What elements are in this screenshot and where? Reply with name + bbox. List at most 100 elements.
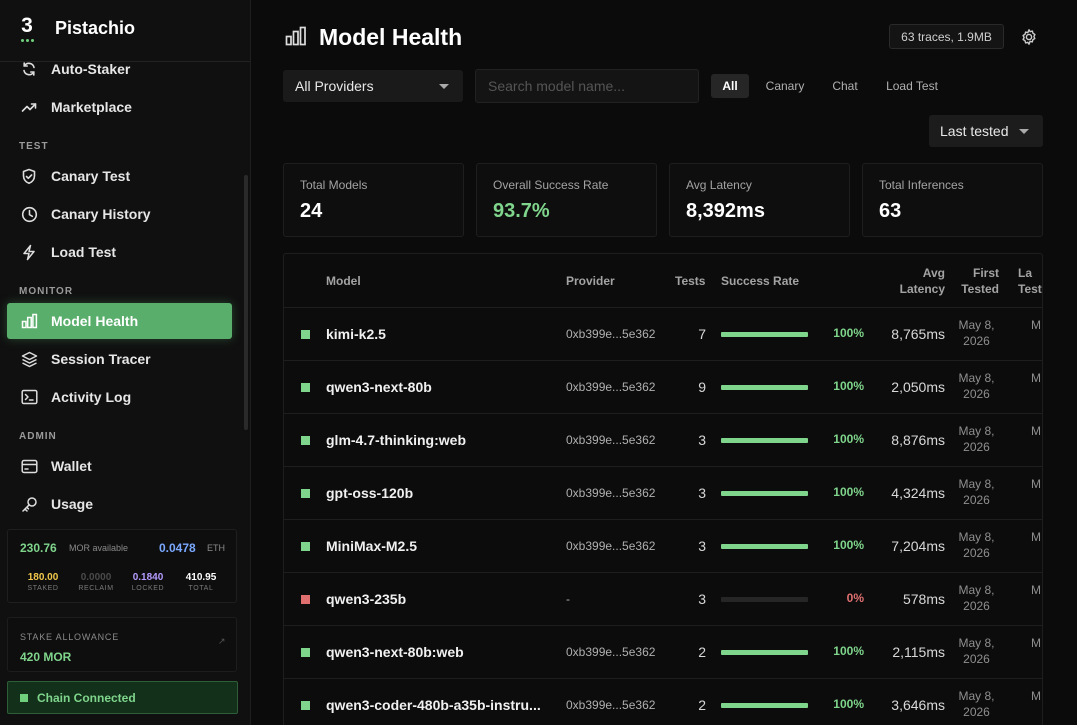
table-row[interactable]: glm-4.7-thinking:web 0xb399e...5e362 3 100%… — [284, 414, 1042, 467]
success-rate-bar — [721, 385, 808, 390]
model-name[interactable]: gpt-oss-120b — [326, 485, 414, 501]
table-row[interactable]: qwen3-235b - 3 0% 578ms May 8, 2026 M — [284, 573, 1042, 626]
column-header-model[interactable]: Model — [326, 274, 361, 288]
stat-value: 63 — [879, 200, 902, 222]
reclaim-value: 0.0000 — [80, 572, 112, 583]
column-header-line: Avg — [922, 266, 945, 280]
table-row[interactable]: qwen3-next-80b:web 0xb399e...5e362 2 100% 2,… — [284, 626, 1042, 679]
success-rate-fill — [721, 650, 808, 655]
success-rate-value: 100% — [833, 485, 864, 499]
stake-allowance-label: STAKE ALLOWANCE — [20, 632, 120, 642]
sidebar-item-auto-staker[interactable]: Auto-Staker — [7, 51, 232, 87]
stat-value: 24 — [300, 200, 323, 222]
sort-select[interactable]: Last tested — [929, 115, 1043, 147]
mor-available-label: MOR available — [69, 543, 129, 553]
section-label-test: TEST — [19, 141, 49, 152]
date-line: M — [1031, 636, 1041, 650]
column-header-line: La — [1018, 266, 1033, 280]
date-line: 2026 — [963, 599, 990, 613]
layers-icon — [20, 350, 38, 368]
status-indicator — [301, 595, 310, 604]
model-name[interactable]: kimi-k2.5 — [326, 326, 386, 342]
sidebar-item-model-health[interactable]: Model Health — [7, 303, 232, 339]
success-rate-fill — [721, 703, 808, 708]
last-tested-value: M — [1031, 370, 1041, 386]
column-header-first-tested[interactable]: First Tested — [954, 254, 999, 308]
model-name[interactable]: qwen3-235b — [326, 591, 407, 607]
sidebar-item-activity-log[interactable]: Activity Log — [7, 379, 232, 415]
status-indicator — [301, 383, 310, 392]
stake-allowance-card[interactable]: STAKE ALLOWANCE 420 MOR ↗ — [7, 617, 237, 672]
first-tested-value: May 8, 2026 — [954, 317, 999, 349]
success-rate-value: 100% — [833, 379, 864, 393]
trace-count-badge: 63 traces, 1.9MB — [889, 24, 1004, 49]
stat-value: 8,392ms — [686, 200, 765, 222]
external-arrow-icon: ↗ — [218, 636, 226, 646]
provider-select[interactable]: All Providers — [283, 70, 463, 102]
shield-check-icon — [20, 167, 38, 185]
tab-canary[interactable]: Canary — [765, 79, 805, 93]
brand-logo: 3 — [17, 14, 39, 44]
chevron-down-icon — [439, 84, 449, 89]
model-name[interactable]: qwen3-coder-480b-a35b-instru... — [326, 697, 541, 713]
sidebar-item-label: Activity Log — [51, 389, 132, 405]
brand-header[interactable]: 3 Pistachio — [0, 0, 250, 62]
stat-label: Avg Latency — [686, 178, 752, 192]
avg-latency-value: 578ms — [902, 591, 945, 607]
tab-chat[interactable]: Chat — [832, 79, 858, 93]
staked-label: STAKED — [27, 585, 59, 592]
sidebar-scrollbar[interactable] — [244, 175, 248, 430]
first-tested-value: May 8, 2026 — [954, 582, 999, 614]
sidebar-item-canary-history[interactable]: Canary History — [7, 196, 232, 232]
search-input[interactable] — [475, 69, 699, 103]
date-line: May 8, — [958, 583, 995, 597]
sidebar-item-load-test[interactable]: Load Test — [7, 234, 232, 270]
sidebar-item-wallet[interactable]: Wallet — [7, 448, 232, 484]
tab-all[interactable]: All — [711, 74, 749, 98]
date-line: M — [1031, 689, 1041, 703]
sidebar-item-marketplace[interactable]: Marketplace — [7, 89, 232, 125]
sidebar-item-canary-test[interactable]: Canary Test — [7, 158, 232, 194]
column-header-last-tested[interactable]: La Test — [1018, 254, 1042, 308]
column-header-tests[interactable]: Tests — [675, 274, 706, 288]
column-header-provider[interactable]: Provider — [566, 274, 615, 288]
success-rate-bar — [721, 332, 808, 337]
success-rate-bar — [721, 597, 808, 602]
tab-load-test[interactable]: Load Test — [886, 79, 938, 93]
table-row[interactable]: qwen3-next-80b 0xb399e...5e362 9 100% 2,050m… — [284, 361, 1042, 414]
refresh-icon — [20, 60, 38, 78]
success-rate-fill — [721, 438, 808, 443]
model-name[interactable]: qwen3-next-80b — [326, 379, 432, 395]
model-name[interactable]: glm-4.7-thinking:web — [326, 432, 466, 448]
sort-select-value: Last tested — [940, 123, 1009, 139]
column-header-avg-latency[interactable]: Avg Latency — [884, 254, 945, 308]
first-tested-value: May 8, 2026 — [954, 476, 999, 508]
date-line: M — [1031, 530, 1041, 544]
stat-card-avg-latency: Avg Latency 8,392ms — [669, 163, 850, 237]
date-line: 2026 — [963, 493, 990, 507]
sidebar-item-label: Model Health — [51, 313, 139, 329]
first-tested-value: May 8, 2026 — [954, 370, 999, 402]
status-indicator — [301, 648, 310, 657]
main-content: Model Health 63 traces, 1.9MB All Provid… — [252, 0, 1077, 725]
sidebar-item-session-tracer[interactable]: Session Tracer — [7, 341, 232, 377]
model-name[interactable]: qwen3-next-80b:web — [326, 644, 464, 660]
brand-logo-number: 3 — [21, 14, 33, 37]
success-rate-bar — [721, 650, 808, 655]
date-line: May 8, — [958, 530, 995, 544]
success-rate-value: 100% — [833, 644, 864, 658]
model-name[interactable]: MiniMax-M2.5 — [326, 538, 418, 554]
stat-label: Total Models — [300, 178, 368, 192]
table-row[interactable]: MiniMax-M2.5 0xb399e...5e362 3 100% 7,204ms M… — [284, 520, 1042, 573]
avg-latency-value: 3,646ms — [891, 697, 945, 713]
sidebar-item-usage[interactable]: Usage — [7, 486, 232, 522]
status-indicator — [301, 701, 310, 710]
mor-available-value: 230.76 — [20, 541, 57, 555]
table-row[interactable]: kimi-k2.5 0xb399e...5e362 7 100% 8,765ms May … — [284, 308, 1042, 361]
table-row[interactable]: qwen3-coder-480b-a35b-instru... 0xb399e..… — [284, 679, 1042, 725]
success-rate-fill — [721, 544, 808, 549]
table-row[interactable]: gpt-oss-120b 0xb399e...5e362 3 100% 4,324ms M… — [284, 467, 1042, 520]
gear-icon[interactable] — [1020, 28, 1038, 46]
column-header-success-rate[interactable]: Success Rate — [721, 274, 800, 288]
date-line: 2026 — [963, 334, 990, 348]
